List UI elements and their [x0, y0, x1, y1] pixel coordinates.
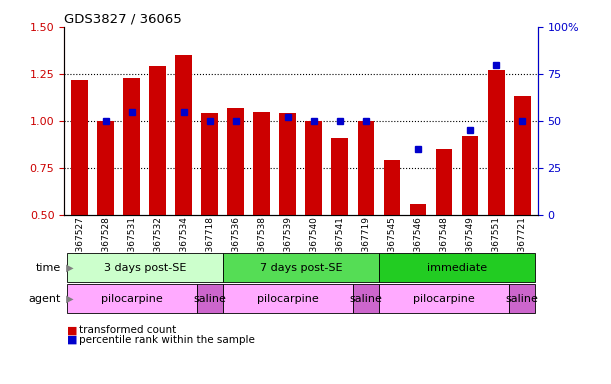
Bar	[279, 113, 296, 215]
Text: 3 days post-SE: 3 days post-SE	[104, 263, 186, 273]
Bar	[357, 121, 375, 215]
Bar	[332, 138, 348, 215]
Text: transformed count: transformed count	[79, 325, 177, 335]
Text: ▶: ▶	[63, 263, 73, 273]
Bar	[71, 79, 88, 215]
Text: ▶: ▶	[63, 293, 73, 304]
Bar	[384, 161, 400, 215]
Bar	[379, 284, 509, 313]
Bar	[223, 284, 353, 313]
Bar	[202, 113, 218, 215]
Text: saline: saline	[349, 293, 382, 304]
Bar	[436, 149, 453, 215]
Text: GDS3827 / 36065: GDS3827 / 36065	[64, 13, 182, 26]
Text: saline: saline	[506, 293, 538, 304]
Text: pilocarpine: pilocarpine	[101, 293, 163, 304]
Bar	[175, 55, 192, 215]
Text: 7 days post-SE: 7 days post-SE	[260, 263, 342, 273]
Text: pilocarpine: pilocarpine	[257, 293, 319, 304]
Bar	[123, 78, 141, 215]
Bar	[306, 121, 323, 215]
Text: time: time	[36, 263, 61, 273]
Bar	[254, 112, 270, 215]
Text: saline: saline	[194, 293, 226, 304]
Bar	[514, 96, 530, 215]
Text: agent: agent	[29, 293, 61, 304]
Bar	[409, 204, 426, 215]
Bar	[227, 108, 244, 215]
Bar	[223, 253, 379, 282]
Bar	[509, 284, 535, 313]
Text: percentile rank within the sample: percentile rank within the sample	[79, 335, 255, 345]
Text: pilocarpine: pilocarpine	[413, 293, 475, 304]
Bar	[67, 284, 197, 313]
Bar	[197, 284, 223, 313]
Bar	[488, 70, 505, 215]
Text: ■: ■	[67, 325, 78, 335]
Bar	[353, 284, 379, 313]
Text: ■: ■	[67, 335, 78, 345]
Bar	[149, 66, 166, 215]
Bar	[461, 136, 478, 215]
Bar	[379, 253, 535, 282]
Text: immediate: immediate	[427, 263, 487, 273]
Bar	[67, 253, 223, 282]
Bar	[97, 121, 114, 215]
